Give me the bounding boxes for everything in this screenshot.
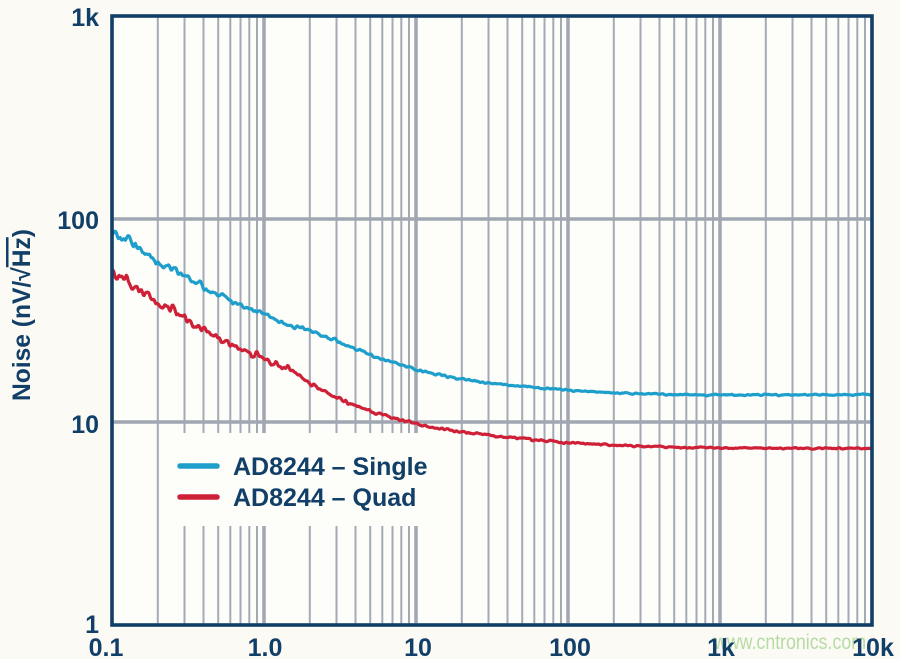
svg-text:AD8244 – Single: AD8244 – Single [233, 453, 428, 481]
svg-text:100: 100 [57, 207, 99, 235]
svg-text:10k: 10k [852, 634, 894, 659]
svg-text:1.0: 1.0 [248, 634, 283, 659]
svg-text:1k: 1k [71, 4, 99, 32]
svg-text:AD8244 – Quad: AD8244 – Quad [233, 484, 416, 512]
svg-text:1: 1 [85, 611, 99, 639]
svg-text:0.1: 0.1 [89, 634, 124, 659]
svg-text:Noise (nV/√Hz): Noise (nV/√Hz) [8, 229, 36, 401]
svg-text:1k: 1k [707, 634, 735, 659]
svg-text:www.cntronics.com: www.cntronics.com [713, 631, 866, 654]
svg-text:10: 10 [404, 634, 432, 659]
svg-text:100: 100 [549, 634, 591, 659]
svg-text:10: 10 [71, 411, 99, 439]
